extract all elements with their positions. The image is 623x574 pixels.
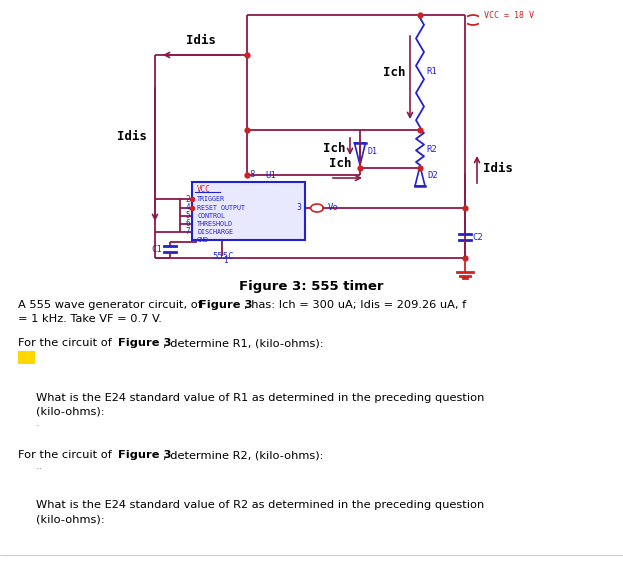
Text: For the circuit of: For the circuit of bbox=[18, 338, 115, 348]
Text: = 1 kHz. Take VF = 0.7 V.: = 1 kHz. Take VF = 0.7 V. bbox=[18, 314, 162, 324]
Text: What is the E24 standard value of R2 as determined in the preceding question: What is the E24 standard value of R2 as … bbox=[36, 500, 484, 510]
Text: Ich: Ich bbox=[323, 142, 346, 156]
Bar bbox=[192, 182, 305, 240]
Text: DISCHARGE: DISCHARGE bbox=[197, 229, 233, 235]
Text: ··: ·· bbox=[36, 464, 43, 474]
Text: 555C: 555C bbox=[212, 252, 234, 261]
Text: , determine R2, (kilo-ohms):: , determine R2, (kilo-ohms): bbox=[163, 450, 323, 460]
Text: 4: 4 bbox=[186, 204, 190, 212]
Text: 6: 6 bbox=[186, 219, 190, 228]
Text: Vo: Vo bbox=[328, 204, 339, 212]
Text: VCC: VCC bbox=[197, 184, 211, 193]
Text: What is the E24 standard value of R1 as determined in the preceding question: What is the E24 standard value of R1 as … bbox=[36, 393, 484, 403]
Text: (kilo-ohms):: (kilo-ohms): bbox=[36, 407, 105, 417]
Text: GND: GND bbox=[197, 237, 209, 243]
Text: Ich: Ich bbox=[384, 65, 406, 79]
Text: U1: U1 bbox=[265, 171, 276, 180]
Text: Ich: Ich bbox=[329, 157, 351, 170]
Text: 7: 7 bbox=[186, 227, 190, 236]
Text: C2: C2 bbox=[472, 234, 483, 242]
Text: A 555 wave generator circuit, of: A 555 wave generator circuit, of bbox=[18, 300, 206, 310]
Text: Figure 3: Figure 3 bbox=[118, 450, 171, 460]
Text: Idis: Idis bbox=[186, 34, 216, 47]
Text: 8: 8 bbox=[249, 170, 254, 179]
Text: 1: 1 bbox=[223, 256, 228, 265]
Text: 3: 3 bbox=[296, 204, 301, 212]
Text: , determine R1, (kilo-ohms):: , determine R1, (kilo-ohms): bbox=[163, 338, 323, 348]
Text: CONTROL: CONTROL bbox=[197, 213, 225, 219]
Text: D2: D2 bbox=[427, 172, 438, 180]
Text: VCC = 18 V: VCC = 18 V bbox=[484, 10, 534, 20]
Text: R1: R1 bbox=[426, 68, 437, 76]
Bar bbox=[18, 351, 35, 364]
Text: D1: D1 bbox=[367, 148, 377, 157]
Text: Figure 3: Figure 3 bbox=[199, 300, 252, 310]
Text: (kilo-ohms):: (kilo-ohms): bbox=[36, 514, 105, 524]
Text: THRESHOLD: THRESHOLD bbox=[197, 221, 233, 227]
Text: Idis: Idis bbox=[117, 130, 147, 144]
Text: R2: R2 bbox=[426, 145, 437, 153]
Text: Figure 3: Figure 3 bbox=[118, 338, 171, 348]
Text: 2: 2 bbox=[186, 195, 190, 204]
Text: Idis: Idis bbox=[483, 161, 513, 174]
Text: TRIGGER: TRIGGER bbox=[197, 196, 225, 202]
Text: ·: · bbox=[36, 421, 40, 431]
Text: For the circuit of: For the circuit of bbox=[18, 450, 115, 460]
Text: , has: Ich = 300 uA; Idis = 209.26 uA, f: , has: Ich = 300 uA; Idis = 209.26 uA, f bbox=[244, 300, 466, 310]
Text: Figure 3: 555 timer: Figure 3: 555 timer bbox=[239, 280, 383, 293]
Text: 5: 5 bbox=[186, 211, 190, 220]
Text: RESET OUTPUT: RESET OUTPUT bbox=[197, 205, 245, 211]
Text: C1: C1 bbox=[151, 246, 162, 254]
